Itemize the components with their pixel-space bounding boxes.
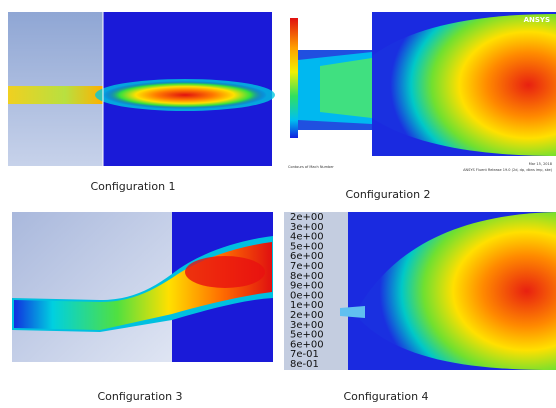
caption: Configuration 2 — [345, 188, 430, 201]
caption: Configuration 1 — [90, 180, 175, 193]
contour-shape — [340, 306, 365, 318]
footer-label: Contours of Mach Number — [288, 165, 334, 169]
panel-4: 2e+003e+004e+005e+006e+007e+008e+009e+00… — [284, 212, 556, 370]
panel-2: ANSYS Contours of Mach Number Mar 15, 20… — [284, 12, 556, 176]
legend: 2e+003e+004e+005e+006e+007e+008e+009e+00… — [290, 212, 324, 370]
caption: Configuration 4 — [343, 390, 428, 403]
panel-3 — [12, 212, 273, 362]
legend-label: 8e-01 — [290, 359, 319, 370]
panel-1 — [8, 12, 275, 166]
contour-shape — [185, 256, 265, 288]
contour-shape — [290, 18, 298, 138]
footer-release: ANSYS Fluent Release 19.0 (2d, dp, dbns … — [463, 168, 552, 172]
caption: Configuration 3 — [97, 390, 182, 403]
contour-shape — [103, 81, 267, 109]
footer-date: Mar 15, 2018 — [529, 162, 552, 166]
figure: Configuration 1 ANSYS Contours of Mach N… — [0, 0, 556, 408]
contour-shape — [320, 58, 372, 118]
contour-shape — [8, 86, 103, 104]
figure-canvas: Configuration 1 ANSYS Contours of Mach N… — [0, 0, 556, 408]
contour-shape — [12, 212, 172, 362]
logo: ANSYS — [524, 16, 550, 24]
